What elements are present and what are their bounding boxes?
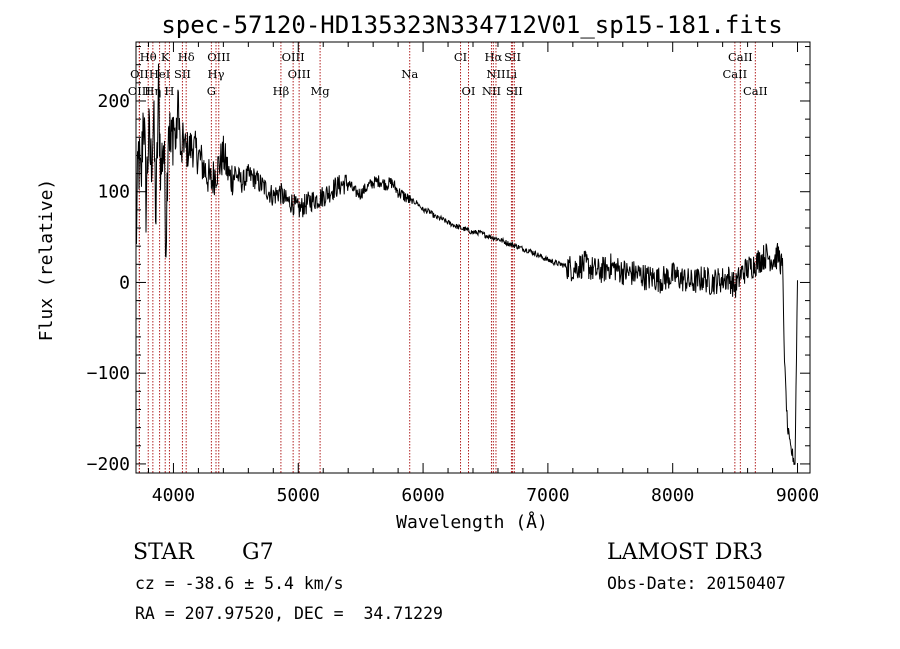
x-axis: 4000 5000 6000 7000 8000 9000 (147, 42, 819, 506)
line-label-14: Na (401, 67, 418, 81)
line-label-18: OIII (128, 84, 151, 98)
line-label-15: NII (486, 67, 505, 81)
line-label-12: Hγ (208, 67, 225, 81)
spectrum-line (135, 63, 798, 466)
line-label-24: OI (462, 84, 476, 98)
line-label-19: Hη (144, 84, 161, 98)
y-tick-label-0: −200 (87, 454, 130, 475)
line-label-26: SII (506, 84, 523, 98)
chart-title: spec-57120-HD135323N334712V01_sp15-181.f… (161, 11, 782, 39)
object-class: STAR (133, 540, 194, 565)
line-label-22: Hβ (273, 84, 290, 98)
plot-frame (135, 41, 811, 474)
line-label-6: Hα (484, 50, 502, 64)
line-label-9: OII (130, 67, 149, 81)
x-axis-label: Wavelength (Å) (396, 511, 548, 533)
line-label-8: CaII (728, 50, 753, 64)
line-label-11: SII (174, 67, 191, 81)
x-tick-label-3: 7000 (526, 485, 569, 506)
line-label-25: NII (482, 84, 501, 98)
x-tick-label-0: 4000 (152, 485, 195, 506)
spectrum-series (135, 63, 798, 466)
line-label-0: Hθ (140, 50, 157, 64)
line-label-16: Li (506, 67, 518, 81)
y-tick-label-3: 100 (97, 182, 130, 203)
y-axis-label: Flux (relative) (36, 179, 57, 342)
x-tick-label-5: 9000 (776, 485, 819, 506)
line-label-3: OIII (207, 50, 230, 64)
line-label-10: HeI (149, 67, 170, 81)
redshift-velocity: cz = -38.6 ± 5.4 km/s (135, 574, 344, 593)
line-label-20: H (164, 84, 174, 98)
x-tick-label-4: 8000 (651, 485, 694, 506)
line-label-2: Hδ (178, 50, 195, 64)
line-label-4: OIII (282, 50, 305, 64)
line-label-7: SII (504, 50, 521, 64)
line-label-5: CI (454, 50, 467, 64)
line-label-21: G (207, 84, 216, 98)
y-tick-label-1: −100 (87, 363, 130, 384)
y-tick-label-2: 0 (119, 272, 130, 293)
line-label-23: Mg (311, 84, 331, 98)
line-label-27: CaII (743, 84, 768, 98)
x-tick-label-2: 6000 (401, 485, 444, 506)
line-label-17: CaII (722, 67, 747, 81)
line-label-13: OIII (288, 67, 311, 81)
survey-name: LAMOST DR3 (607, 540, 763, 565)
line-label-1: K (161, 50, 170, 64)
coordinates: RA = 207.97520, DEC = 34.71229 (135, 604, 443, 623)
observation-date: Obs-Date: 20150407 (607, 574, 786, 593)
object-subclass: G7 (242, 540, 274, 565)
y-tick-label-4: 200 (97, 91, 130, 112)
x-tick-label-1: 5000 (277, 485, 320, 506)
y-axis: −200 −100 0 100 200 (87, 46, 810, 475)
